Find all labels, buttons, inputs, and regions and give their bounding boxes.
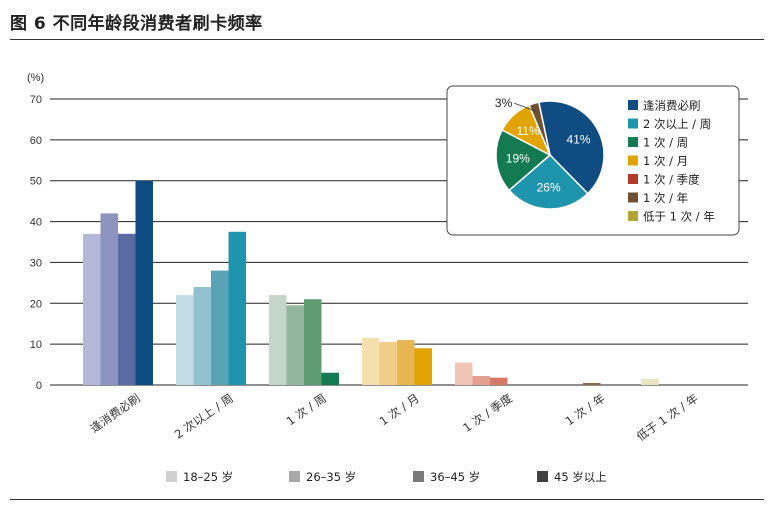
bar: [286, 305, 304, 385]
bar: [472, 376, 490, 385]
x-category-label: 逢消费必刷: [88, 391, 143, 435]
bar: [641, 378, 659, 385]
x-category-label: 1 次 / 季度: [460, 391, 515, 435]
bar: [193, 286, 211, 385]
bar: [304, 299, 322, 385]
pie-legend-label: 2 次以上 / 周: [643, 117, 711, 131]
y-axis-ticks: 0 10 20 30 40 50 60 70: [30, 94, 42, 392]
legend-swatch: [413, 471, 424, 482]
pie-legend-swatch: [628, 211, 638, 221]
bar: [362, 338, 380, 385]
pie-legend-label: 1 次 / 年: [643, 191, 688, 205]
pie-legend-label: 1 次 / 季度: [643, 173, 700, 187]
x-category-label: 低于 1 次 / 年: [634, 391, 701, 444]
y-tick-label: 70: [30, 94, 42, 106]
x-category-label: 1 次 / 年: [563, 391, 608, 428]
category-labels: 逢消费必刷 2 次以上 / 周 1 次 / 周 1 次 / 月 1 次 / 季度 1 次 …: [88, 391, 701, 444]
legend-label: 26–35 岁: [306, 470, 356, 484]
pie-legend-swatch: [628, 137, 638, 147]
pie-legend-label: 低于 1 次 / 年: [643, 210, 715, 224]
bar: [490, 377, 508, 385]
bar: [379, 342, 397, 385]
y-tick-label: 30: [30, 257, 42, 269]
pie-value-label: 3%: [495, 96, 513, 110]
legend-label: 45 岁以上: [554, 470, 607, 484]
bottom-rule: [10, 499, 764, 500]
bars: [83, 180, 659, 385]
y-axis-label: (%): [27, 72, 44, 84]
pie-legend-label: 逢消费必刷: [643, 99, 701, 113]
pie-chart: 41% 26% 19% 11%3%: [495, 96, 605, 210]
bar: [269, 295, 287, 385]
x-category-label: 1 次 / 月: [377, 391, 422, 428]
pie-legend-swatch: [628, 118, 638, 129]
bar: [100, 213, 118, 385]
legend-label: 36–45 岁: [430, 470, 480, 484]
bar: [583, 382, 601, 385]
pie-slice: [537, 100, 605, 195]
y-tick-label: 40: [30, 217, 42, 229]
legend-label: 18–25 岁: [183, 470, 233, 484]
bar: [455, 362, 473, 385]
y-tick-label: 0: [36, 380, 42, 392]
pie-value-label: 19%: [506, 152, 530, 166]
pie-legend-swatch: [628, 192, 638, 203]
title-rule: [10, 39, 764, 40]
bar: [397, 340, 415, 385]
y-tick-label: 60: [30, 135, 42, 147]
pie-slice: [528, 101, 551, 156]
pie-value-label: 11%: [516, 124, 539, 138]
legend-swatch: [537, 471, 548, 482]
y-tick-label: 50: [30, 176, 42, 188]
bar: [135, 180, 153, 385]
legend-swatch: [166, 471, 177, 482]
pie-legend-label: 1 次 / 月: [643, 154, 688, 168]
pie-legend-swatch: [628, 155, 638, 166]
pie-value-label: 41%: [567, 133, 591, 147]
bar: [176, 295, 194, 385]
y-tick-label: 20: [30, 298, 42, 310]
pie-value-label: 26%: [537, 180, 561, 194]
bar-legend: 18–25 岁 26–35 岁 36–45 岁 45 岁以上: [166, 470, 607, 484]
x-category-label: 1 次 / 周: [284, 391, 329, 428]
legend-swatch: [289, 471, 300, 482]
pie-slice: [495, 128, 552, 192]
pie-legend-swatch: [628, 174, 638, 184]
pie-inset: 41% 26% 19% 11%3% 逢消费必刷 2 次以上 / 周 1 次 / 周 1 次 …: [446, 85, 740, 236]
bar: [228, 231, 246, 385]
pie-legend-swatch: [628, 100, 638, 110]
pie-leader-line: [514, 102, 537, 112]
bar: [118, 233, 136, 385]
y-tick-label: 10: [30, 339, 42, 351]
pie-slice: [508, 153, 589, 210]
bar: [211, 270, 229, 385]
bar: [321, 372, 339, 385]
bar: [83, 233, 101, 385]
figure-title: 图 6 不同年龄段消费者刷卡频率: [10, 14, 263, 34]
bar: [414, 348, 432, 385]
pie-legend: 逢消费必刷 2 次以上 / 周 1 次 / 周 1 次 / 月 1 次 / 季度 1 次 …: [628, 99, 715, 224]
x-category-label: 2 次以上 / 周: [172, 391, 236, 442]
pie-legend-label: 1 次 / 周: [643, 136, 688, 150]
